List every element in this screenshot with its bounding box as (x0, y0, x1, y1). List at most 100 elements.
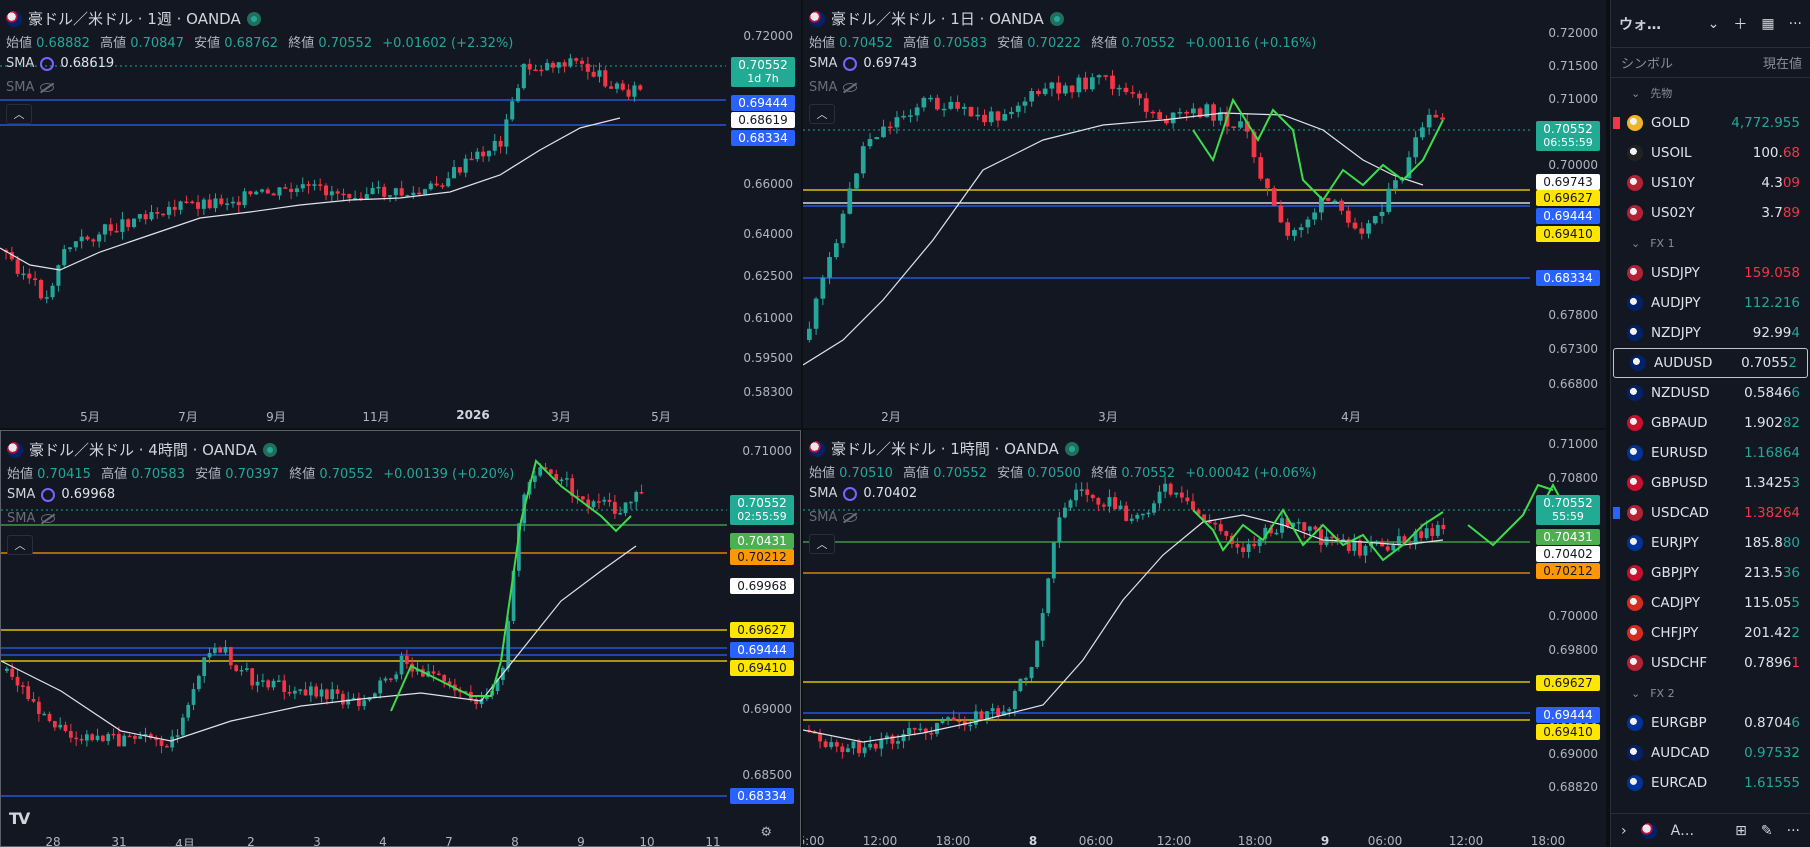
chart-pane-1h[interactable]: 豪ドル／米ドル · 1時間 · OANDA 始値 0.70510 高値 0.70… (803, 430, 1606, 847)
price-axis[interactable]: 0.71000 0.69000 0.68500 0.70552 02:55:59 0.70… (726, 431, 800, 846)
chart-pane-4h[interactable]: 豪ドル／米ドル · 4時間 · OANDA 始値 0.70415 高値 0.70… (0, 430, 801, 847)
price-label[interactable]: 0.70212 (730, 549, 794, 565)
column-price[interactable]: 現在値 (1762, 57, 1802, 72)
price-label[interactable]: 0.69444 (1536, 707, 1600, 723)
watchlist-row-usdjpy[interactable]: USDJPY 159.058 (1611, 258, 1810, 288)
hidden-eye-icon[interactable] (41, 514, 56, 523)
collapse-legend-button[interactable]: ︿ (809, 104, 835, 124)
price-label[interactable]: 0.69627 (1536, 190, 1600, 206)
price-label[interactable]: 0.69627 (1536, 675, 1600, 691)
price-label[interactable]: 0.68334 (730, 788, 794, 804)
chart-canvas-4h[interactable] (1, 431, 801, 847)
price-label[interactable]: 0.70552 1d 7h (731, 57, 795, 87)
price-label[interactable]: 0.70552 55:59 (1536, 495, 1600, 525)
price-label[interactable]: 0.70402 (1536, 546, 1600, 562)
watchlist-row-eurjpy[interactable]: EURJPY 185.880 (1611, 528, 1810, 558)
watchlist-row-chfjpy[interactable]: CHFJPY 201.422 (1611, 618, 1810, 648)
chart-pane-weekly[interactable]: 豪ドル／米ドル · 1週 · OANDA 始値 0.68882 高値 0.708… (0, 0, 801, 428)
more-icon[interactable]: ··· (1788, 15, 1802, 32)
price-label[interactable]: 0.70552 06:55:59 (1536, 121, 1600, 151)
price-label[interactable]: 0.70552 02:55:59 (730, 495, 794, 525)
layout-icon[interactable]: ▦ (1761, 15, 1775, 32)
watchlist-section-header[interactable]: ⌄ FX 2 (1611, 678, 1810, 708)
column-symbol[interactable]: シンボル (1621, 57, 1674, 72)
watchlist-section-header[interactable]: ⌄ FX 1 (1611, 228, 1810, 258)
watchlist-row-usoil[interactable]: USOIL 100.68 (1611, 138, 1810, 168)
chevron-down-icon[interactable]: ⌄ (1631, 86, 1641, 100)
price-axis[interactable]: 0.710000.708000.706000.700000.698000.692… (1532, 430, 1606, 847)
watchlist-row-eurusd[interactable]: EURUSD 1.16864 (1611, 438, 1810, 468)
add-symbol-icon[interactable]: ＋ (1733, 16, 1748, 33)
watchlist-row-gold[interactable]: GOLD 4,772.955 (1611, 108, 1810, 138)
collapse-legend-button[interactable]: ︿ (7, 535, 33, 555)
hidden-eye-icon[interactable] (40, 83, 55, 92)
chevron-down-icon[interactable]: ⌄ (1631, 686, 1641, 700)
chevron-down-icon[interactable]: ⌄ (1631, 236, 1641, 250)
watchlist-row-nzdusd[interactable]: NZDUSD 0.58466 (1611, 378, 1810, 408)
collapse-legend-button[interactable]: ︿ (6, 104, 32, 124)
watchlist-row-audjpy[interactable]: AUDJPY 112.216 (1611, 288, 1810, 318)
sma-indicator-2[interactable]: SMA (6, 80, 55, 95)
hidden-eye-icon[interactable] (843, 513, 858, 522)
watchlist-row-eurcad[interactable]: EURCAD 1.61555 (1611, 768, 1810, 798)
watchlist-row-audcad[interactable]: AUDCAD 0.97532 (1611, 738, 1810, 768)
watchlist-row-audusd[interactable]: AUDUSD 0.70552 (1613, 348, 1808, 378)
watchlist-row-cadjpy[interactable]: CADJPY 115.055 (1611, 588, 1810, 618)
hidden-eye-icon[interactable] (843, 83, 858, 92)
price-label[interactable]: 0.69410 (1536, 724, 1600, 740)
flag-marker-icon[interactable] (1613, 507, 1620, 519)
watchlist-row-gbpaud[interactable]: GBPAUD 1.90282 (1611, 408, 1810, 438)
price-label[interactable]: 0.70431 (730, 533, 794, 549)
watchlist-row-us10y[interactable]: US10Y 4.309 (1611, 168, 1810, 198)
settings-cycle-icon[interactable] (40, 56, 55, 71)
gear-icon[interactable]: ⚙ (760, 825, 772, 840)
chart-canvas-1h[interactable] (803, 430, 1606, 847)
more-icon[interactable]: ··· (1786, 822, 1800, 839)
price-label[interactable]: 0.70431 (1536, 529, 1600, 545)
watchlist-row-gbpjpy[interactable]: GBPJPY 213.536 (1611, 558, 1810, 588)
chart-title[interactable]: 豪ドル／米ドル · 1週 · OANDA (28, 10, 241, 28)
chart-title[interactable]: 豪ドル／米ドル · 1時間 · OANDA (831, 440, 1059, 458)
watchlist-section-header[interactable]: ⌄ 先物 (1611, 78, 1810, 108)
watchlist-row-usdchf[interactable]: USDCHF 0.78961 (1611, 648, 1810, 678)
chevron-right-icon[interactable]: › (1621, 822, 1627, 839)
sma-indicator-2[interactable]: SMA (809, 510, 858, 525)
chart-pane-daily[interactable]: 豪ドル／米ドル · 1日 · OANDA 始値 0.70452 高値 0.705… (803, 0, 1606, 428)
price-label[interactable]: 0.69968 (730, 578, 794, 594)
settings-cycle-icon[interactable] (843, 486, 858, 501)
watchlist-row-usdcad[interactable]: USDCAD 1.38264 (1611, 498, 1810, 528)
chart-canvas-weekly[interactable] (0, 0, 801, 428)
tradingview-logo[interactable]: TV (9, 809, 30, 828)
sma-indicator-1[interactable]: SMA 0.69968 (7, 487, 116, 502)
price-label[interactable]: 0.69410 (730, 660, 794, 676)
price-label[interactable]: 0.70212 (1536, 563, 1600, 579)
watchlist-row-nzdjpy[interactable]: NZDJPY 92.994 (1611, 318, 1810, 348)
sma-indicator-1[interactable]: SMA 0.70402 (809, 486, 918, 501)
settings-cycle-icon[interactable] (41, 487, 56, 502)
watchlist-row-eurgbp[interactable]: EURGBP 0.87046 (1611, 708, 1810, 738)
price-label[interactable]: 0.69444 (1536, 208, 1600, 224)
watchlist-name[interactable]: ウォ… (1619, 16, 1661, 33)
price-label[interactable]: 0.68334 (731, 130, 795, 146)
symbol-details-label[interactable]: A… (1670, 822, 1695, 839)
price-label[interactable]: 0.68334 (1536, 270, 1600, 286)
price-label[interactable]: 0.69444 (731, 95, 795, 111)
grid-icon[interactable]: ⊞ (1735, 822, 1747, 839)
price-label[interactable]: 0.69444 (730, 642, 794, 658)
price-label[interactable]: 0.68619 (731, 112, 795, 128)
chevron-down-icon[interactable]: ⌄ (1707, 15, 1720, 32)
watchlist-row-gbpusd[interactable]: GBPUSD 1.34253 (1611, 468, 1810, 498)
flag-marker-icon[interactable] (1613, 117, 1620, 129)
edit-icon[interactable]: ✎ (1760, 822, 1773, 839)
price-label[interactable]: 0.69410 (1536, 226, 1600, 242)
watchlist-row-us02y[interactable]: US02Y 3.789 (1611, 198, 1810, 228)
sma-indicator-2[interactable]: SMA (7, 511, 56, 526)
price-label[interactable]: 0.69627 (730, 622, 794, 638)
chart-canvas-daily[interactable] (803, 0, 1606, 428)
sma-indicator-1[interactable]: SMA 0.68619 (6, 56, 115, 71)
settings-cycle-icon[interactable] (843, 56, 858, 71)
chart-title[interactable]: 豪ドル／米ドル · 4時間 · OANDA (29, 441, 257, 459)
price-label[interactable]: 0.69743 (1536, 174, 1600, 190)
sma-indicator-2[interactable]: SMA (809, 80, 858, 95)
collapse-legend-button[interactable]: ︿ (809, 534, 835, 554)
